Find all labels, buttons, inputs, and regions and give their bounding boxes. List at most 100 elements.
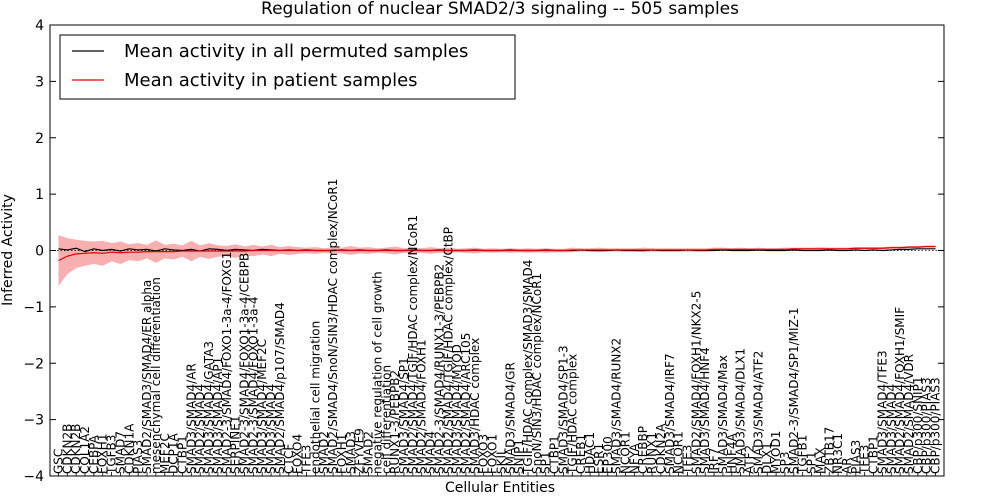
legend-box — [59, 34, 516, 100]
x-tick-label: CTBP1 — [867, 435, 881, 474]
x-tick-label: NCOR1 — [618, 431, 632, 474]
legend-label-permuted: Mean activity in all permuted samples — [124, 41, 468, 62]
x-tick-label: CDKN2A — [654, 423, 668, 474]
x-tick-label: CDKN2B — [60, 424, 74, 474]
x-tick-label: SMAD2/SMAD3/SMAD4/ER alpha — [140, 280, 154, 474]
patient-mean-line — [58, 245, 936, 262]
x-tick-label: negative regulation of cell growth — [370, 271, 384, 474]
x-tick-label: AR — [840, 457, 854, 474]
x-tick-label: SP3 — [778, 452, 792, 475]
x-tick-label: ZBTB17 — [822, 427, 836, 474]
x-tick-label: SMAD2-3/SMAD4/FOXO1-3a-4/CEBPB — [237, 253, 251, 474]
x-tick-label: SKIL — [494, 448, 508, 474]
x-tick-label: CBP/p300/PIAS3 — [929, 377, 943, 474]
x-tick-label: SMAD2/SMAD4/VDR — [902, 354, 916, 474]
x-tick-label: SMAD3/SMAD4 — [264, 384, 278, 474]
x-tick-label: HNF4A — [725, 432, 739, 474]
x-tick-label: TFE3 — [300, 445, 314, 475]
x-tick-label: NCOR1 — [672, 431, 686, 474]
y-tick-label: 0 — [35, 244, 44, 260]
y-axis-title: Inferred Activity — [0, 194, 16, 306]
x-tick-label: SMAD2 — [362, 431, 376, 474]
x-tick-label: TFE3 — [680, 445, 694, 475]
x-tick-label: SMAD2/SMAD4/p107/SMAD4 — [273, 302, 287, 474]
y-tick-label: −4 — [23, 469, 44, 485]
x-tick-label: cell differentiation — [379, 365, 393, 474]
y-tick-label: −1 — [23, 300, 44, 316]
x-tick-label: CEBPA — [87, 434, 101, 474]
x-tick-label: SMAD3/SMAD4/MYOD — [450, 344, 464, 474]
y-tick-label: −2 — [23, 356, 44, 372]
x-tick-label: SMAD2/SMAD4/FOXH1 — [415, 339, 429, 474]
x-tick-label: SMAD3/SMAD4/ATF2 — [751, 351, 765, 474]
x-tick-label: FOXO3 — [477, 434, 491, 474]
x-tick-label: SnoN/SIN3/HDAC complex/NCoR1 — [530, 273, 544, 474]
x-tick-label: CBP/p300/SNIP1 — [911, 377, 925, 474]
x-tick-label: PIAS3 — [131, 440, 145, 474]
x-tick-label: FOXH1 — [335, 434, 349, 474]
x-tick-label: DLX1 — [760, 442, 774, 474]
x-tick-label: IRF7 — [707, 448, 721, 474]
y-tick-label: 2 — [35, 131, 44, 147]
x-tick-label: SMAD2/SMAD4/FOXH1/NKX2-5 — [689, 291, 703, 474]
x-tick-label: NR3C1 — [831, 433, 845, 474]
x-tick-label: SMAD2/SMAD4/SnoN/SIN3/HDAC complex/NCoR1 — [326, 179, 340, 474]
y-tick-label: 1 — [35, 187, 44, 203]
x-tick-label: SMAD3/SMAD4/GR — [503, 362, 517, 474]
x-tick-label: MEF2C — [158, 433, 172, 474]
x-tick-label: CREB1 — [574, 434, 588, 474]
x-tick-label: SMAD3/SMAD4/SP1 — [397, 357, 411, 474]
x-tick-label: TGFB1 — [796, 435, 810, 475]
x-tick-label: EP300 — [601, 436, 615, 474]
x-tick-label: FOXO1 — [486, 434, 500, 474]
x-tick-label: CTBP1 — [548, 435, 562, 474]
plot-area — [50, 235, 944, 287]
x-tick-label: SMAD2-3/SMAD4/SP1/MIZ-1 — [787, 307, 801, 474]
x-tick-label: CTBP1 — [175, 435, 189, 474]
x-tick-label: SP1 — [539, 452, 553, 475]
x-tick-label: CREBBP — [636, 426, 650, 474]
x-tick-label: SMAD3/SMAD4/DLX1 — [734, 348, 748, 474]
x-tick-label: SMAD4 — [424, 431, 438, 474]
y-tick-label: −3 — [23, 413, 44, 429]
x-tick-label: SMAD2-3/SMAD4/FOXO1-3a-4 — [246, 296, 260, 474]
x-tick-label: SMAD3/SMAD4/GATA3 — [202, 341, 216, 474]
x-tick-label: FOXO4 — [291, 434, 305, 474]
x-tick-label: SP1 — [805, 452, 819, 475]
x-tick-label: MYOD1 — [769, 431, 783, 474]
x-tick-label: SMAD3/SMAD4/MEF2C — [255, 339, 269, 474]
x-tick-label: RUNX1 — [645, 432, 659, 474]
x-tick-label: SMAD3/SMAD4/SP1-3 — [556, 345, 570, 474]
x-tick-label: PIAS3 — [849, 440, 863, 474]
x-tick-label: COL1A2 — [78, 426, 92, 474]
x-tick-label: GSC — [51, 449, 65, 474]
x-tick-label: CBP/p300/PIAS3 — [920, 377, 934, 474]
legend: Mean activity in all permuted samples Me… — [59, 34, 516, 100]
x-tick-label: TGFB3 — [105, 435, 119, 475]
x-tick-label: ESR1 — [592, 443, 606, 474]
y-tick-label: 4 — [35, 18, 44, 34]
legend-label-patient: Mean activity in patient samples — [124, 70, 418, 91]
x-tick-label: FOXH1 — [96, 434, 110, 474]
x-tick-label: SMAD2/SMAD4/ARC105 — [459, 333, 473, 474]
x-tick-label: SMAD3 — [344, 431, 358, 474]
y-axis: −4 −3 −2 −1 0 1 2 3 4 — [23, 18, 944, 485]
x-tick-label: SMAD2/SMAD4/TGIF/HDAC complex/CtBP — [441, 227, 455, 474]
x-tick-label: SMAD3/SMAD4/AR — [184, 363, 198, 474]
x-tick-label: RUNX1-3/PEBPB2 — [388, 370, 402, 474]
x-tick-label: endothelial cell migration — [308, 321, 322, 474]
x-tick-label: CTCF — [282, 444, 296, 474]
x-tick-label: TGIF/HDAC complex — [565, 354, 579, 475]
x-tick-label: CDKN2B — [69, 424, 83, 474]
x-tick-label: SMAD7 — [113, 431, 127, 474]
x-tick-label: SMAD3/SMAD4/TFE3 — [875, 350, 889, 474]
x-tick-label: ZFYVE9 — [353, 428, 367, 474]
patient-spread-band — [58, 235, 936, 287]
x-tick-label: TFE3 — [858, 445, 872, 475]
x-tick-label: SMAD2-3/SMAD4/RUNX1-3/PEBPB2 — [432, 264, 446, 474]
y-tick-label: 3 — [35, 74, 44, 90]
x-tick-label: SMAD3/SMAD4/AP1 — [211, 357, 225, 474]
x-tick-label: MAX — [813, 447, 827, 474]
x-tick-label: SMAD2/SMAD4 — [193, 384, 207, 474]
